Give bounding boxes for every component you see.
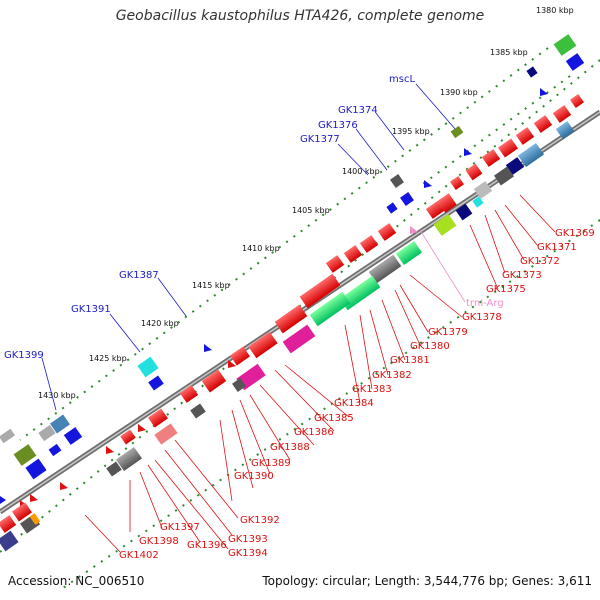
kbp-label: 1395 kbp (392, 127, 430, 136)
gene-label-gk1397: GK1397 (160, 522, 200, 533)
top-gene-labels: mscL GK1374 GK1376 GK1377 GK1387 GK1391 … (4, 74, 457, 411)
gene-label-gk1392: GK1392 (240, 515, 280, 526)
gene-label-gk1386: GK1386 (294, 427, 334, 438)
kbp-label: 1405 kbp (292, 206, 330, 215)
gene-label-gk1373: GK1373 (502, 270, 542, 281)
kbp-scale: 1380 kbp 1385 kbp 1390 kbp 1395 kbp 1400… (38, 6, 574, 400)
gene-label-gk1377: GK1377 (300, 134, 340, 145)
kbp-label: 1430 kbp (38, 391, 76, 400)
gene-label-trni-arg: trnI-Arg (466, 298, 504, 309)
gene-label-gk1375: GK1375 (486, 284, 526, 295)
gene-label-gk1391: GK1391 (71, 304, 111, 315)
gene-label-gk1399: GK1399 (4, 350, 44, 361)
kbp-label: 1390 kbp (440, 88, 478, 97)
gene-label-gk1384: GK1384 (334, 398, 374, 409)
kbp-label: 1400 kbp (342, 167, 380, 176)
kbp-label: 1415 kbp (192, 281, 230, 290)
gene-label-gk1380: GK1380 (410, 341, 450, 352)
gene-label-gk1398: GK1398 (139, 536, 179, 547)
gene-label-gk1372: GK1372 (520, 256, 560, 267)
gene-features-upper (0, 34, 585, 480)
gene-label-gk1381: GK1381 (390, 355, 430, 366)
bottom-gene-labels: GK1369 GK1371 GK1372 GK1373 GK1375 trnI-… (119, 228, 595, 561)
accession-text: Accession: NC_006510 (8, 574, 145, 588)
gene-label-gk1394: GK1394 (228, 548, 268, 559)
gene-label-gk1369: GK1369 (555, 228, 595, 239)
gene-label-gk1390: GK1390 (234, 471, 274, 482)
kbp-label: 1410 kbp (242, 244, 280, 253)
gene-label-gk1378: GK1378 (462, 312, 502, 323)
gene-features-lower (0, 94, 584, 552)
gene-label-gk1389: GK1389 (251, 458, 291, 469)
gene-label-gk1374: GK1374 (338, 105, 378, 116)
gene-label-gk1396: GK1396 (187, 540, 227, 551)
gene-label-gk1402: GK1402 (119, 550, 159, 561)
kbp-label: 1380 kbp (536, 6, 574, 15)
kbp-label: 1425 kbp (89, 354, 127, 363)
bottom-leaders (84, 194, 556, 553)
gene-label-gk1376: GK1376 (318, 120, 358, 131)
gene-label-gk1388: GK1388 (270, 442, 310, 453)
gene-label-mscl: mscL (389, 74, 415, 85)
gene-label-gk1383: GK1383 (352, 384, 392, 395)
gene-label-gk1379: GK1379 (428, 327, 468, 338)
map-title: Geobacillus kaustophilus HTA426, complet… (115, 8, 485, 24)
gene-label-gk1393: GK1393 (228, 534, 268, 545)
gene-label-gk1371: GK1371 (537, 242, 577, 253)
kbp-label: 1385 kbp (490, 48, 528, 57)
gene-label-gk1385: GK1385 (314, 413, 354, 424)
kbp-label: 1420 kbp (141, 319, 179, 328)
genome-summary-text: Topology: circular; Length: 3,544,776 bp… (262, 574, 592, 588)
gene-label-gk1382: GK1382 (372, 370, 412, 381)
gene-label-gk1387: GK1387 (119, 270, 159, 281)
